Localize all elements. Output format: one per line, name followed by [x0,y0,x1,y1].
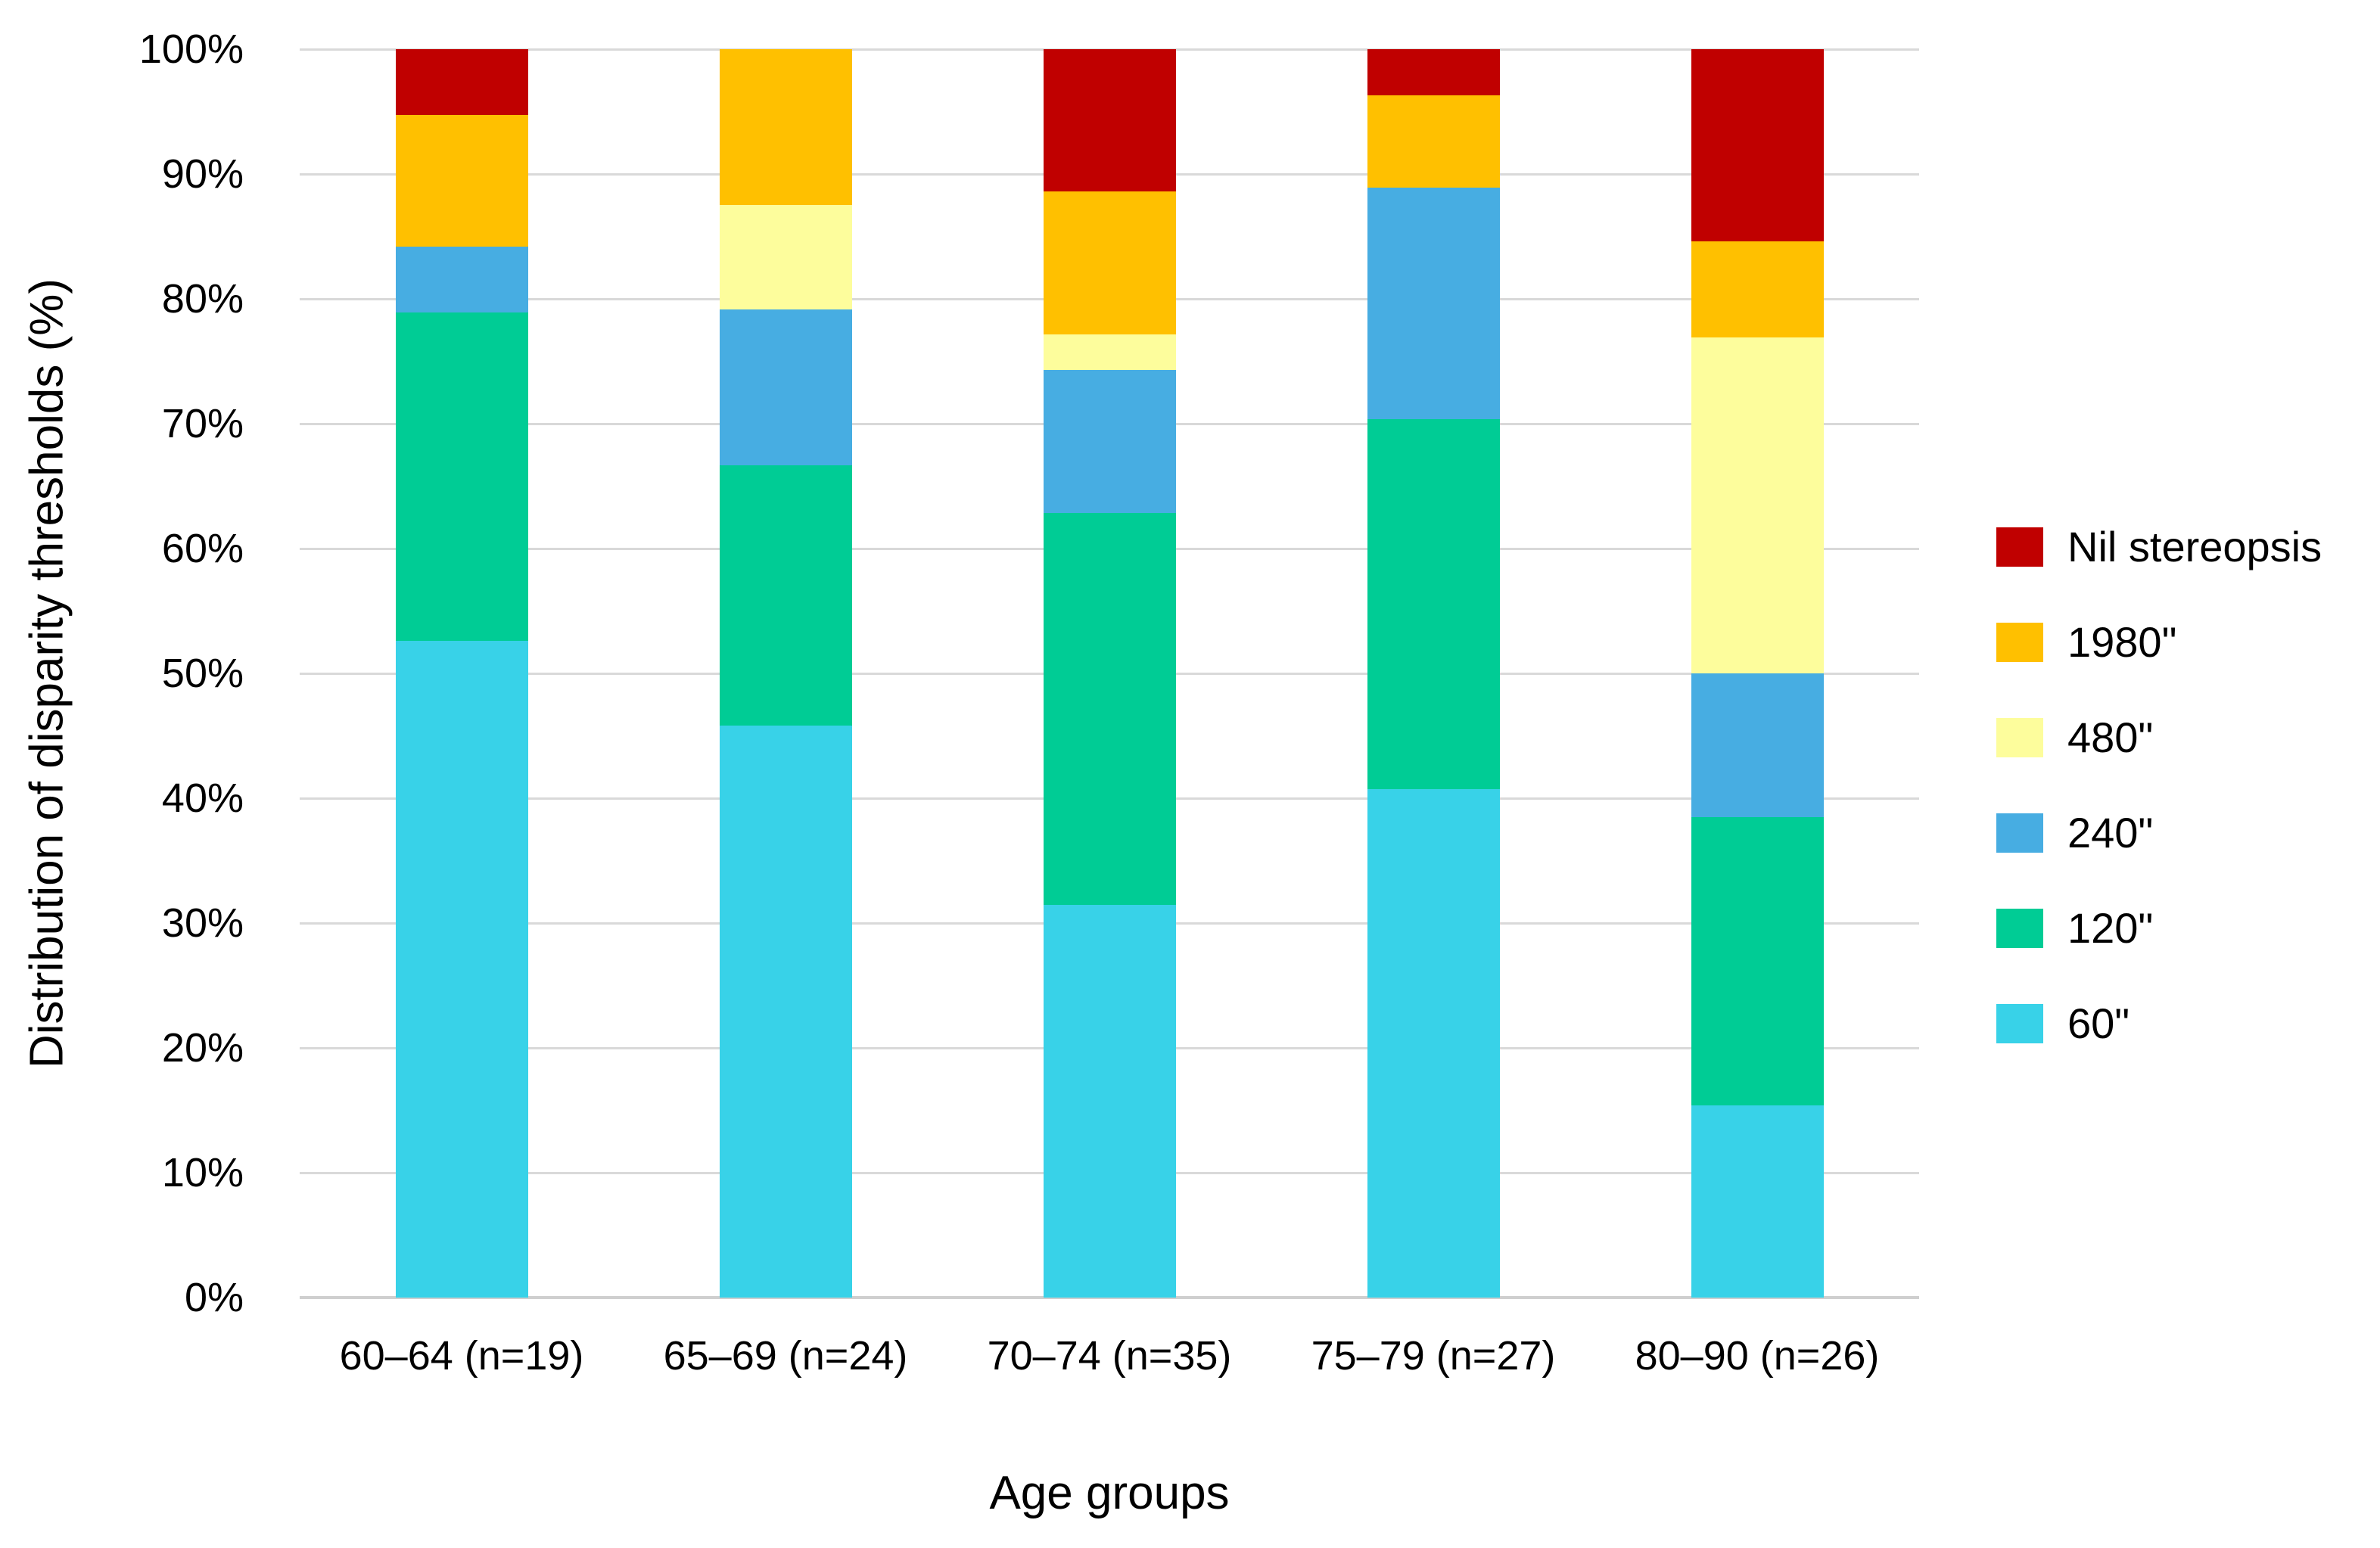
x-tick-label-70–74 (n=35): 70–74 (n=35) [987,1333,1232,1379]
legend-swatch-Nil stereopsis [1996,527,2043,567]
segment-60"-60–64 (n=19) [395,641,528,1298]
bar-60–64 (n=19) [395,49,528,1298]
segment-120"-65–69 (n=24) [719,465,852,726]
segment-480"-70–74 (n=35) [1043,334,1176,371]
segment-60"-70–74 (n=35) [1043,905,1176,1298]
segment-240"-60–64 (n=19) [395,246,528,313]
legend-swatch-240" [1996,813,2043,853]
segment-120"-70–74 (n=35) [1043,512,1176,906]
x-tick-label-65–69 (n=24): 65–69 (n=24) [663,1333,908,1379]
y-tick-label-60: 60% [161,526,244,571]
y-tick-label-30: 30% [161,900,244,946]
segment-Nil stereopsis-80–90 (n=26) [1691,49,1824,242]
segment-Nil stereopsis-75–79 (n=27) [1367,49,1500,96]
plot-area [300,48,1919,1299]
segment-120"-75–79 (n=27) [1367,418,1500,789]
y-tick-label-0: 0% [184,1275,244,1320]
legend-label-60": 60" [2067,999,2130,1047]
legend-item-240": 240" [1996,810,2153,856]
segment-60"-65–69 (n=24) [719,725,852,1298]
x-tick-label-80–90 (n=26): 80–90 (n=26) [1635,1333,1880,1379]
segment-60"-75–79 (n=27) [1367,788,1500,1298]
legend-label-240": 240" [2067,809,2154,856]
y-tick-label-80: 80% [161,276,244,322]
segment-1980"-60–64 (n=19) [395,115,528,247]
bar-75–79 (n=27) [1367,49,1500,1298]
segment-480"-65–69 (n=24) [719,205,852,309]
legend-item-480": 480" [1996,715,2153,760]
x-tick-label-75–79 (n=27): 75–79 (n=27) [1311,1333,1556,1379]
bar-80–90 (n=26) [1691,49,1824,1298]
segment-60"-80–90 (n=26) [1691,1105,1824,1298]
legend-item-Nil stereopsis: Nil stereopsis [1996,524,2322,570]
segment-240"-70–74 (n=35) [1043,370,1176,513]
x-tick-label-60–64 (n=19): 60–64 (n=19) [339,1333,584,1379]
legend-swatch-60" [1996,1004,2043,1043]
legend-swatch-480" [1996,718,2043,757]
legend-label-1980": 1980" [2067,618,2177,666]
legend-swatch-120" [1996,909,2043,948]
segment-Nil stereopsis-70–74 (n=35) [1043,49,1176,192]
y-tick-label-40: 40% [161,776,244,821]
legend-item-1980": 1980" [1996,620,2176,665]
y-tick-label-50: 50% [161,651,244,696]
legend-swatch-1980" [1996,623,2043,662]
y-tick-label-100: 100% [138,26,244,72]
segment-Nil stereopsis-60–64 (n=19) [395,49,528,116]
gridline-100 [300,48,1919,51]
segment-1980"-65–69 (n=24) [719,49,852,206]
y-tick-label-70: 70% [161,401,244,446]
segment-240"-75–79 (n=27) [1367,188,1500,419]
gridline-0 [300,1296,1919,1299]
segment-120"-80–90 (n=26) [1691,816,1824,1105]
legend-label-120": 120" [2067,904,2154,952]
segment-1980"-70–74 (n=35) [1043,191,1176,334]
legend-label-Nil stereopsis: Nil stereopsis [2067,523,2322,570]
y-tick-label-90: 90% [161,151,244,197]
y-tick-label-20: 20% [161,1025,244,1071]
legend-item-60": 60" [1996,1001,2130,1046]
y-tick-label-10: 10% [161,1150,244,1195]
segment-1980"-80–90 (n=26) [1691,241,1824,338]
bar-70–74 (n=35) [1043,49,1176,1298]
segment-240"-65–69 (n=24) [719,309,852,466]
segment-120"-60–64 (n=19) [395,312,528,642]
legend-item-120": 120" [1996,906,2153,951]
segment-1980"-75–79 (n=27) [1367,95,1500,188]
segment-240"-80–90 (n=26) [1691,673,1824,817]
segment-480"-80–90 (n=26) [1691,337,1824,673]
legend-label-480": 480" [2067,713,2154,761]
x-axis-title: Age groups [989,1467,1230,1519]
bar-65–69 (n=24) [719,49,852,1298]
